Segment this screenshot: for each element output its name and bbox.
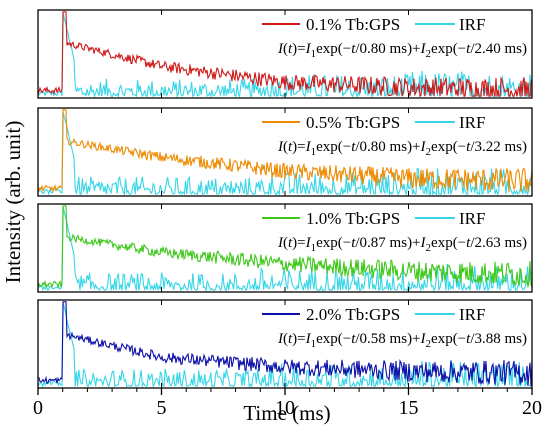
decay-trace: [37, 301, 533, 387]
legend-label-sample: 2.0% Tb:GPS: [306, 305, 400, 324]
legend-label-sample: 1.0% Tb:GPS: [306, 209, 400, 228]
x-axis: 0 5 10 15 20: [33, 388, 542, 419]
legend: 2.0% Tb:GPS IRF: [262, 305, 485, 324]
fit-equation: I(t)=I1exp(−t/0.80 ms)+I2exp(−t/2.40 ms): [277, 41, 527, 60]
legend-label-irf: IRF: [459, 305, 485, 324]
legend-label-sample: 0.5% Tb:GPS: [306, 113, 400, 132]
legend-label-irf: IRF: [459, 209, 485, 228]
decay-trace: [37, 11, 533, 98]
x-tick-label: 10: [275, 397, 295, 419]
fit-equation: I(t)=I1exp(−t/0.87 ms)+I2exp(−t/2.63 ms): [277, 235, 527, 254]
legend: 1.0% Tb:GPS IRF: [262, 209, 485, 228]
x-tick-label: 0: [33, 397, 43, 419]
legend-label-irf: IRF: [459, 113, 485, 132]
panel-4: 2.0% Tb:GPS IRF I(t)=I1exp(−t/0.58 ms)+I2e…: [37, 299, 533, 389]
x-axis-title: Time (ms): [243, 401, 330, 425]
legend-label-sample: 0.1% Tb:GPS: [306, 15, 400, 34]
legend: 0.5% Tb:GPS IRF: [262, 113, 485, 132]
legend: 0.1% Tb:GPS IRF: [262, 15, 485, 34]
fit-equation: I(t)=I1exp(−t/0.80 ms)+I2exp(−t/3.22 ms): [277, 139, 527, 158]
panel-1: 0.1% Tb:GPS IRF I(t)=I1exp(−t/0.80 ms)+I2e…: [37, 9, 533, 99]
panel-2: 0.5% Tb:GPS IRF I(t)=I1exp(−t/0.80 ms)+I2e…: [37, 107, 533, 197]
legend-label-irf: IRF: [459, 15, 485, 34]
y-axis-title: Intensity (arb. unit): [1, 121, 25, 284]
x-tick-label: 20: [522, 397, 542, 419]
x-tick-label: 5: [157, 397, 167, 419]
decay-trace: [37, 109, 533, 194]
irf-trace: [37, 206, 532, 293]
fit-equation: I(t)=I1exp(−t/0.58 ms)+I2exp(−t/3.88 ms): [277, 331, 527, 350]
panels-group: 0.1% Tb:GPS IRF I(t)=I1exp(−t/0.80 ms)+I2e…: [37, 9, 533, 389]
decay-trace: [37, 205, 533, 289]
x-tick-label: 15: [399, 397, 419, 419]
panel-3: 1.0% Tb:GPS IRF I(t)=I1exp(−t/0.87 ms)+I2e…: [37, 203, 533, 293]
